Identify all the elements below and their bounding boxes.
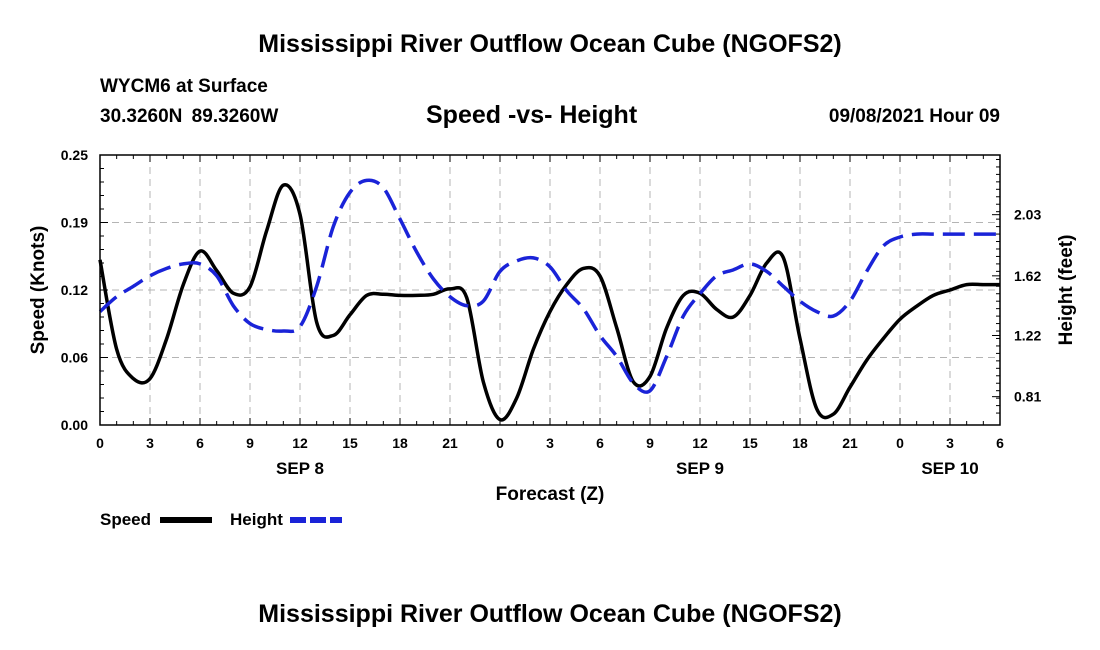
y-tick-label: 0.25 — [61, 147, 88, 163]
y-axis-label: Speed (Knots) — [28, 226, 49, 355]
x-tick-label: 0 — [896, 435, 904, 451]
x-tick-label: 21 — [842, 435, 858, 451]
date-label: SEP 9 — [676, 459, 724, 478]
x-tick-label: 9 — [246, 435, 254, 451]
page-title-bottom: Mississippi River Outflow Ocean Cube (NG… — [258, 600, 842, 628]
y-tick-label: 0.06 — [61, 350, 88, 366]
series-lines — [98, 178, 1000, 422]
y-tick-label: 0.19 — [61, 215, 88, 231]
legend-label-speed: Speed — [100, 510, 151, 529]
y-tick-label: 0.00 — [61, 417, 88, 433]
legend-label-height: Height — [230, 510, 283, 529]
x-tick-label: 0 — [496, 435, 504, 451]
y2-tick-label: 1.22 — [1014, 327, 1041, 343]
x-tick-label: 3 — [946, 435, 954, 451]
x-tick-label: 21 — [442, 435, 458, 451]
page-title-top: Mississippi River Outflow Ocean Cube (NG… — [258, 30, 842, 58]
x-axis-label: Forecast (Z) — [496, 484, 605, 505]
x-tick-label: 6 — [996, 435, 1004, 451]
x-tick-label: 9 — [646, 435, 654, 451]
x-tick-label: 0 — [96, 435, 104, 451]
legend: Speed Height — [100, 510, 342, 529]
y2-tick-label: 2.03 — [1014, 207, 1041, 223]
x-tick-label: 6 — [196, 435, 204, 451]
x-tick-label: 3 — [546, 435, 554, 451]
axes: 0 3 6 9 12 15 18 21 0 3 6 9 12 15 18 21 0 3 6 SEP 8 SEP 9 SEP… — [28, 147, 1077, 505]
y2-tick-label: 1.62 — [1014, 268, 1041, 284]
timestamp-label: 09/08/2021 Hour 09 — [828, 106, 1000, 127]
x-tick-label: 18 — [392, 435, 408, 451]
date-label: SEP 10 — [921, 459, 978, 478]
speed-series-line — [98, 183, 1000, 422]
x-tick-label: 15 — [742, 435, 758, 451]
y-tick-label: 0.12 — [61, 282, 88, 298]
chart-title: Speed -vs- Height — [426, 101, 638, 129]
x-tick-label: 15 — [342, 435, 358, 451]
y2-tick-label: 0.81 — [1014, 389, 1041, 405]
x-tick-label: 18 — [792, 435, 808, 451]
date-label: SEP 8 — [276, 459, 324, 478]
coordinates-label: 30.3260N 89.3260W — [100, 106, 279, 127]
x-tick-label: 12 — [292, 435, 308, 451]
grid-lines — [100, 155, 1000, 425]
x-tick-label: 12 — [692, 435, 708, 451]
y2-axis-label: Height (feet) — [1056, 235, 1077, 346]
station-label: WYCM6 at Surface — [100, 76, 268, 97]
x-tick-label: 6 — [596, 435, 604, 451]
height-series-line — [98, 178, 1000, 394]
x-tick-label: 3 — [146, 435, 154, 451]
